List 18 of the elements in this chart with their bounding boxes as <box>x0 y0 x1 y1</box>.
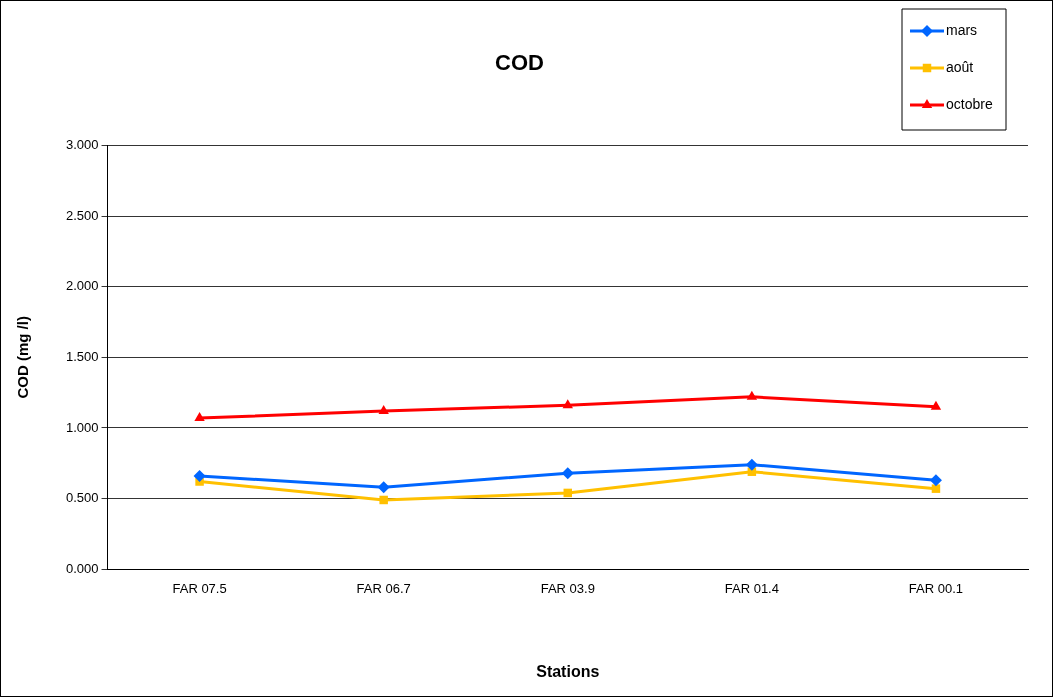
y-tick-label: 3.000 <box>65 136 99 152</box>
y-tick-label: 2.000 <box>65 278 99 294</box>
legend-label: octobre <box>946 95 993 112</box>
chart-title: COD <box>495 50 544 76</box>
y-tick-label: 2.500 <box>65 207 99 223</box>
y-tick-label: 0.000 <box>65 560 99 576</box>
x-axis-title: Stations <box>536 662 600 680</box>
y-tick-label: 0.500 <box>65 490 99 506</box>
x-tick-label: FAR 01.4 <box>724 580 779 596</box>
y-tick-label: 1.000 <box>65 419 99 435</box>
y-tick-label: 1.500 <box>65 348 99 364</box>
x-tick-label: FAR 06.7 <box>356 580 411 596</box>
legend-label: mars <box>946 21 978 38</box>
y-axis-title: COD (mg /l) <box>14 316 32 399</box>
x-tick-label: FAR 07.5 <box>172 580 227 596</box>
x-tick-label: FAR 03.9 <box>540 580 595 596</box>
legend-label: août <box>946 58 974 75</box>
x-tick-label: FAR 00.1 <box>908 580 964 596</box>
